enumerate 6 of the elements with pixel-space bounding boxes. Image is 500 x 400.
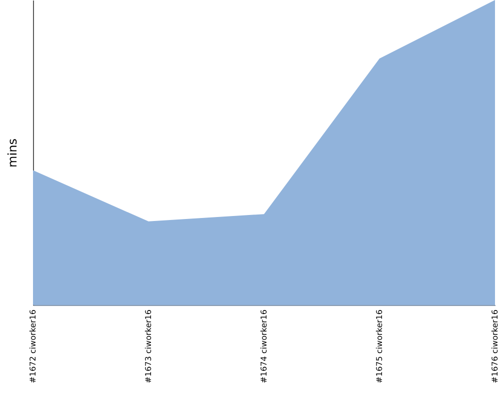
y-axis-title: mins xyxy=(6,138,20,168)
x-tick-label: #1676 ciworker16 xyxy=(490,310,500,384)
x-tick-label: #1673 ciworker16 xyxy=(144,310,153,384)
x-tick-label: #1672 ciworker16 xyxy=(28,310,38,384)
x-tick-label: #1674 ciworker16 xyxy=(260,310,268,384)
x-tick-label: #1675 ciworker16 xyxy=(375,310,384,384)
